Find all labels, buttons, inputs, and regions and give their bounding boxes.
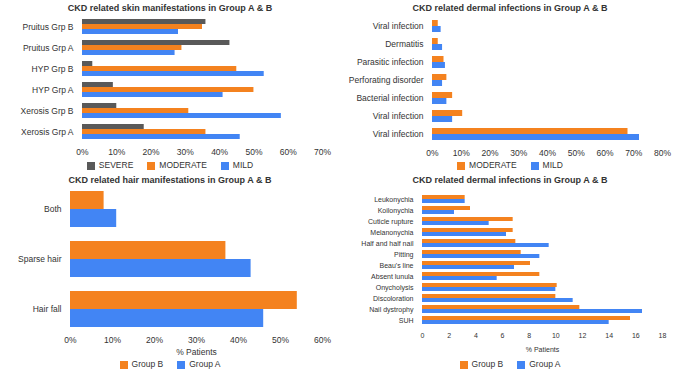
svg-text:30%: 30% xyxy=(510,148,527,158)
svg-text:60%: 60% xyxy=(280,147,297,157)
svg-text:SUH: SUH xyxy=(399,317,414,324)
html-text:Group B: Group B xyxy=(131,359,164,369)
svg-text:Viral infection: Viral infection xyxy=(373,111,424,121)
html-text:MILD: MILD xyxy=(542,160,563,170)
svg-text:% Patients: % Patients xyxy=(526,346,560,353)
svg-text:50%: 50% xyxy=(568,148,585,158)
svg-text:50%: 50% xyxy=(272,335,289,345)
svg-text:Pitting: Pitting xyxy=(394,251,414,259)
svg-text:20%: 20% xyxy=(146,335,163,345)
svg-text:Leukonychia: Leukonychia xyxy=(374,196,413,204)
svg-text:Xerosis Grp B: Xerosis Grp B xyxy=(21,106,74,116)
svg-text:40%: 40% xyxy=(539,148,556,158)
html-text:MODERATE: MODERATE xyxy=(159,160,207,170)
svg-text:Parasitic infection: Parasitic infection xyxy=(357,57,424,67)
svg-text:40%: 40% xyxy=(230,335,247,345)
html-text:Group A: Group A xyxy=(529,359,561,369)
svg-text:% Patients: % Patients xyxy=(176,347,217,357)
html-text:Group B: Group B xyxy=(471,359,504,369)
svg-text:50%: 50% xyxy=(245,147,262,157)
svg-text:70%: 70% xyxy=(314,147,331,157)
svg-text:Absent lunula: Absent lunula xyxy=(371,273,414,280)
svg-text:8: 8 xyxy=(527,332,531,339)
svg-text:14: 14 xyxy=(605,332,613,339)
svg-text:20%: 20% xyxy=(143,147,160,157)
svg-text:HYP Grp A: HYP Grp A xyxy=(32,85,74,95)
svg-text:16: 16 xyxy=(632,332,640,339)
svg-text:10%: 10% xyxy=(453,148,470,158)
svg-text:Sparse hair: Sparse hair xyxy=(18,254,62,264)
svg-text:80%: 80% xyxy=(654,148,671,158)
svg-text:10%: 10% xyxy=(104,335,121,345)
svg-text:0: 0 xyxy=(421,332,425,339)
svg-text:60%: 60% xyxy=(596,148,613,158)
svg-text:12: 12 xyxy=(579,332,587,339)
svg-text:40%: 40% xyxy=(211,147,228,157)
svg-text:Onycholysis: Onycholysis xyxy=(376,284,414,292)
svg-text:Discoloration: Discoloration xyxy=(373,295,414,302)
svg-text:70%: 70% xyxy=(625,148,642,158)
svg-text:0%: 0% xyxy=(426,148,439,158)
svg-text:Melanonychia: Melanonychia xyxy=(370,229,413,237)
html-text:MODERATE: MODERATE xyxy=(469,160,517,170)
svg-text:Both: Both xyxy=(44,204,62,214)
svg-text:10%: 10% xyxy=(108,147,125,157)
svg-text:30%: 30% xyxy=(177,147,194,157)
svg-text:Bacterial infection: Bacterial infection xyxy=(356,93,423,103)
svg-text:Perforating disorder: Perforating disorder xyxy=(349,75,424,85)
svg-text:Xerosis Grp A: Xerosis Grp A xyxy=(21,127,74,137)
svg-text:Beau's line: Beau's line xyxy=(379,262,413,269)
html-text:MILD: MILD xyxy=(232,160,254,170)
svg-text:Cuticle rupture: Cuticle rupture xyxy=(368,218,414,226)
html-text:SEVERE: SEVERE xyxy=(98,160,134,170)
svg-text:2: 2 xyxy=(447,332,451,339)
svg-text:Pruitus Grp B: Pruitus Grp B xyxy=(22,22,73,32)
html-text:CKD related dermal infections: CKD related dermal infections in Group A… xyxy=(412,3,608,13)
svg-text:60%: 60% xyxy=(314,335,331,345)
svg-text:Pruitus Grp A: Pruitus Grp A xyxy=(23,43,74,53)
html-text:Group A: Group A xyxy=(189,359,221,369)
svg-text:18: 18 xyxy=(659,332,667,339)
svg-text:10: 10 xyxy=(552,332,560,339)
svg-text:20%: 20% xyxy=(481,148,498,158)
svg-text:Half and half nail: Half and half nail xyxy=(361,240,414,247)
svg-text:0%: 0% xyxy=(76,147,89,157)
svg-text:Viral infection: Viral infection xyxy=(373,21,424,31)
svg-text:Nail dystrophy: Nail dystrophy xyxy=(369,306,414,314)
svg-text:4: 4 xyxy=(474,332,478,339)
svg-text:30%: 30% xyxy=(188,335,205,345)
svg-text:HYP Grp B: HYP Grp B xyxy=(32,64,74,74)
svg-text:Hair fall: Hair fall xyxy=(33,304,62,314)
svg-text:Dermatitis: Dermatitis xyxy=(385,39,423,49)
html-text:CKD related skin manifestation: CKD related skin manifestations in Group… xyxy=(67,3,273,13)
svg-text:6: 6 xyxy=(501,332,505,339)
svg-text:Viral infection: Viral infection xyxy=(373,129,424,139)
svg-text:Koilonychia: Koilonychia xyxy=(378,207,414,215)
html-text:CKD related dermal infections: CKD related dermal infections in Group A… xyxy=(412,175,608,185)
html-text:CKD related hair manifestation: CKD related hair manifestations in Group… xyxy=(68,175,272,185)
svg-text:0%: 0% xyxy=(64,335,77,345)
